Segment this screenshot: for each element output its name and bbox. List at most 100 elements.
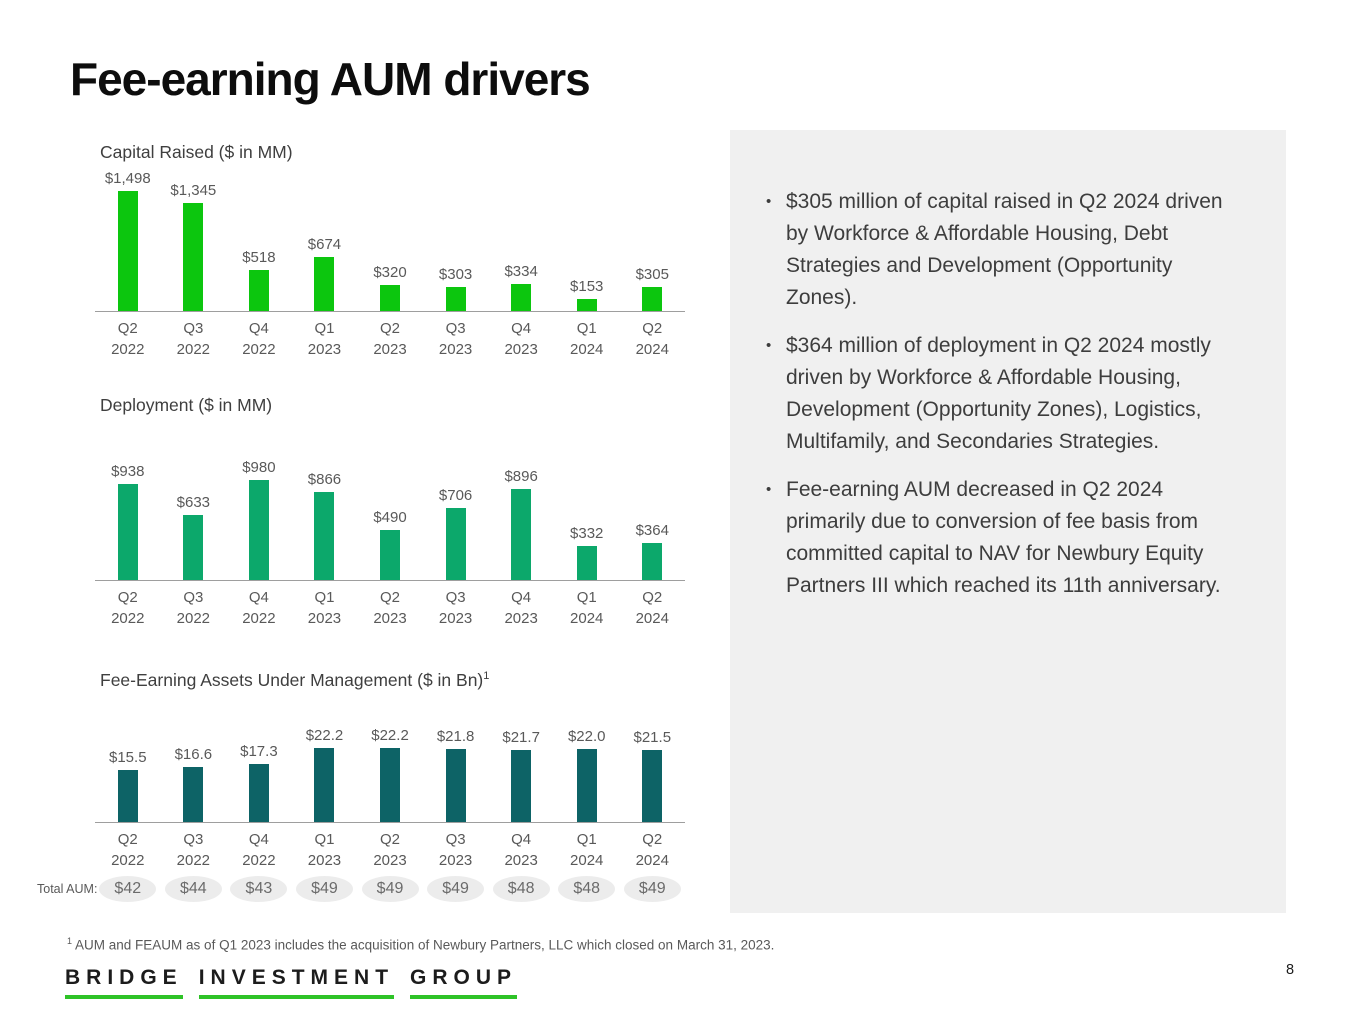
bar [314,256,335,311]
bar-value-label: $1,345 [170,181,217,199]
bar-value-label: $674 [307,235,342,253]
x-axis-labels-feaum: Q2 2022 Q3 2022 Q4 2022 Q1 2023 Q2 2023 Q3 2023 Q4 20… [95,829,685,871]
x-axis-label: Q1 2024 [570,830,604,869]
bar-value-label: $706 [438,486,473,504]
bar-plot-feaum: $15.5 $16.6 $17.3 $22.2 $22.2 $21.8 $21.7 $22.0… [95,692,685,823]
bar-column: $21.8 [423,728,489,822]
bar-column: $17.3 [226,743,292,822]
bar-column: $518 [226,249,292,311]
bar-column: $22.2 [292,727,358,822]
total-aum-pill: $42 [99,876,157,902]
bar [511,283,532,311]
x-axis-label: Q2 2023 [373,830,407,869]
bar-value-label: $22.0 [567,727,606,745]
bar-column: $21.5 [620,729,686,822]
bar [314,491,335,580]
bar [511,488,532,580]
bar-value-label: $896 [504,467,538,485]
bar-column: $1,345 [161,182,227,311]
x-axis-label: Q2 2022 [111,588,145,627]
bar-column: $22.2 [357,727,423,822]
page-number: 8 [1286,962,1295,978]
bar-value-label: $22.2 [305,726,344,744]
total-aum-pill-cell: $43 [226,876,292,902]
bar [576,298,597,311]
total-aum-pill-cell: $42 [95,876,161,902]
bar-column: $332 [554,525,620,580]
x-axis-label: Q3 2022 [176,830,211,869]
bar [117,483,138,580]
total-aum-pill-cell: $49 [292,876,358,902]
bar [445,507,466,580]
x-axis-label: Q2 2023 [373,319,407,358]
x-axis-label: Q3 2023 [438,319,473,358]
bar-column: $22.0 [554,728,620,822]
total-aum-pill: $49 [295,876,353,902]
total-aum-pill-cell: $44 [161,876,227,902]
total-aum-pill: $49 [361,876,419,902]
bar-column: $334 [488,263,554,311]
total-aum-pill-cell: $48 [554,876,620,902]
bar-value-label: $15.5 [109,748,147,766]
x-axis-label: Q1 2023 [307,588,342,627]
chart-title-feaum: Fee-Earning Assets Under Management ($ i… [95,664,685,692]
total-aum-label: Total AUM: [37,882,98,896]
bar-column: $320 [357,264,423,311]
x-axis-label: Q3 2022 [176,588,211,627]
bar [248,269,269,311]
bar [117,190,138,311]
bar [511,749,532,822]
bar-value-label: $1,498 [104,169,151,187]
x-axis-label: Q2 2022 [111,830,145,869]
bar [445,748,466,822]
chart-deployment: Deployment ($ in MM) $938 $633 $980 $866 $49… [95,389,685,629]
total-aum-pill-cell: $48 [488,876,554,902]
bar-column: $938 [95,463,161,580]
total-aum-pill-cell: $49 [620,876,686,902]
bar [380,284,401,311]
logo-word: INVESTMENT [198,966,395,999]
bar-column: $21.7 [488,729,554,822]
commentary-panel: $305 million of capital raised in Q2 202… [730,130,1286,913]
chart-title-text: Capital Raised ($ in MM) [100,141,293,162]
x-axis-label: Q3 2023 [438,588,473,627]
bar-value-label: $980 [242,458,276,476]
total-aum-pill: $48 [492,876,550,902]
bar-value-label: $305 [635,265,669,283]
x-axis-label: Q2 2022 [111,319,145,358]
bar-value-label: $334 [504,262,538,280]
logo-word: GROUP [410,966,518,999]
bar-value-label: $332 [570,524,604,542]
footnote-superscript: 1 [67,936,73,946]
bar [314,747,335,822]
bar [380,747,401,822]
page-title: Fee-earning AUM drivers [70,53,591,105]
bar [445,286,466,311]
bar-value-label: $633 [176,493,211,511]
bar [380,529,401,580]
bar-value-label: $16.6 [174,745,213,763]
x-axis-label: Q4 2023 [504,319,538,358]
x-axis-label: Q2 2024 [635,588,669,627]
bar-column: $15.5 [95,749,161,822]
chart-title-superscript: 1 [483,670,490,682]
bar-value-label: $303 [438,265,473,283]
total-aum-pill: $49 [623,876,681,902]
bar-column: $490 [357,509,423,580]
logo-word: BRIDGE [65,966,183,999]
bar [248,763,269,822]
bar [642,542,663,580]
bar [183,514,204,580]
bar-plot-capital-raised: $1,498 $1,345 $518 $674 $320 $303 $334 $153 $305 [95,164,685,312]
x-axis-label: Q2 2023 [373,588,407,627]
bar-value-label: $17.3 [240,742,278,760]
bar-column: $674 [292,236,358,311]
x-axis-label: Q4 2022 [242,588,276,627]
x-axis-label: Q4 2023 [504,588,538,627]
bullet-list: $305 million of capital raised in Q2 202… [760,186,1248,602]
chart-title-capital-raised: Capital Raised ($ in MM) [95,136,685,164]
bar-column: $980 [226,459,292,580]
total-aum-pill-cell: $49 [423,876,489,902]
bar [248,479,269,580]
